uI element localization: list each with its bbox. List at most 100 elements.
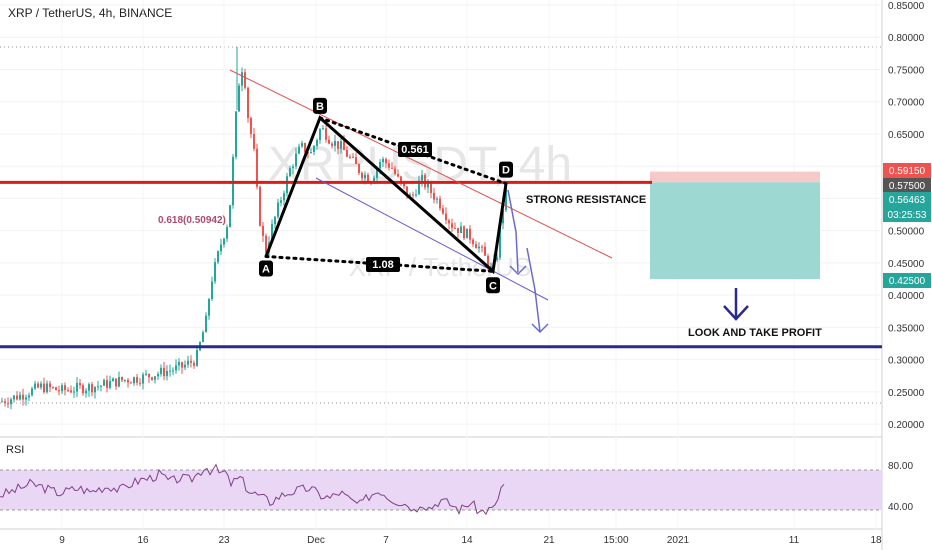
candle-body	[238, 85, 240, 112]
candle-body	[367, 174, 369, 182]
candle-body	[130, 382, 132, 384]
candle-body	[133, 377, 135, 384]
candle-body	[340, 141, 342, 149]
candle-body	[193, 362, 195, 366]
candle-body	[64, 385, 66, 391]
candle-body	[22, 394, 24, 400]
candle-body	[178, 362, 180, 366]
candle-body	[388, 163, 390, 168]
candle-body	[79, 383, 81, 386]
candle-body	[322, 128, 324, 130]
candle-body	[358, 164, 360, 174]
x-tick-label: 11	[789, 535, 800, 546]
candle-body	[100, 385, 102, 387]
candle-body	[88, 384, 90, 391]
candle-body	[67, 390, 69, 392]
candle-body	[142, 374, 144, 384]
candle-body	[484, 246, 486, 256]
candle-body	[502, 209, 504, 224]
price-tag	[883, 178, 931, 193]
candle-body	[7, 403, 9, 405]
candles	[1, 47, 507, 410]
y-tick-label: 0.40000	[888, 291, 925, 302]
candle-body	[196, 350, 198, 366]
candle-body	[331, 143, 333, 146]
candle-body	[478, 246, 480, 249]
pattern-point-a-badge	[259, 260, 273, 277]
candle-body	[214, 262, 216, 282]
price-tag	[883, 207, 931, 222]
candle-body	[217, 251, 219, 263]
candle-body	[223, 238, 225, 245]
y-tick-label: 0.80000	[888, 33, 925, 44]
candle-body	[124, 379, 126, 381]
candle-body	[247, 87, 249, 119]
harmonic-legs	[264, 115, 508, 275]
position-zones	[650, 171, 820, 280]
candle-body	[31, 388, 33, 396]
candle-body	[25, 397, 27, 400]
candle-body	[352, 156, 354, 158]
candle-body	[160, 367, 162, 374]
candle-body	[472, 239, 474, 245]
candle-body	[202, 332, 204, 343]
candle-body	[34, 383, 36, 389]
candle-body	[61, 385, 63, 392]
candle-body	[439, 198, 441, 209]
candle-body	[118, 376, 120, 387]
pattern-point-d-badge	[499, 161, 513, 178]
candle-body	[211, 281, 213, 300]
y-tick-label: 0.50000	[888, 227, 925, 238]
candle-body	[28, 395, 30, 398]
candle-body	[166, 370, 168, 377]
candle-body	[190, 360, 192, 363]
time-axis[interactable]: 9 16 23 Dec 7 14 21 15:00 2021 11 18	[59, 535, 882, 546]
y-tick-label: 0.35000	[888, 323, 925, 334]
y-tick-label: 0.30000	[888, 356, 925, 367]
candle-body	[115, 378, 117, 387]
candle-body	[292, 166, 294, 169]
candle-body	[385, 159, 387, 164]
price-axis[interactable]: 0.850000.800000.750000.700000.650000.600…	[888, 1, 925, 431]
candle-body	[46, 383, 48, 393]
candle-body	[154, 376, 156, 380]
candle-body	[148, 373, 150, 378]
down-arrow-head	[723, 305, 749, 321]
candle-body	[487, 255, 489, 268]
candle-body	[325, 128, 327, 140]
candle-body	[187, 360, 189, 365]
candle-body	[163, 367, 165, 377]
candle-body	[418, 180, 420, 195]
candle-body	[283, 193, 285, 201]
candle-body	[271, 224, 273, 243]
candle-body	[460, 226, 462, 233]
candle-body	[1, 401, 3, 403]
ratio-label: 1.08	[372, 259, 393, 271]
candle-body	[151, 377, 153, 380]
y-tick-label: 0.65000	[888, 130, 925, 141]
ratio-badge	[366, 257, 400, 272]
x-tick-label: 16	[137, 535, 149, 546]
candle-body	[436, 198, 438, 200]
x-tick-label: Dec	[307, 535, 325, 546]
candle-body	[337, 141, 339, 149]
candle-body	[349, 156, 351, 158]
candle-body	[85, 390, 87, 394]
price-tag-label: 03:25:53	[888, 210, 927, 221]
candle-body	[277, 202, 279, 217]
candle-body	[241, 72, 243, 86]
candle-body	[73, 391, 75, 393]
candle-body	[37, 383, 39, 388]
x-tick-label: 2021	[667, 535, 690, 546]
candle-body	[82, 385, 84, 394]
pattern-point-label: B	[316, 101, 324, 113]
rsi-level-label: 40.00	[888, 502, 913, 513]
candle-body	[466, 228, 468, 239]
candle-body	[346, 149, 348, 157]
projection-arrow-2	[526, 247, 541, 333]
candle-body	[442, 208, 444, 214]
y-tick-label: 0.20000	[888, 420, 925, 431]
x-tick-label: 21	[543, 535, 555, 546]
candle-body	[496, 257, 498, 261]
